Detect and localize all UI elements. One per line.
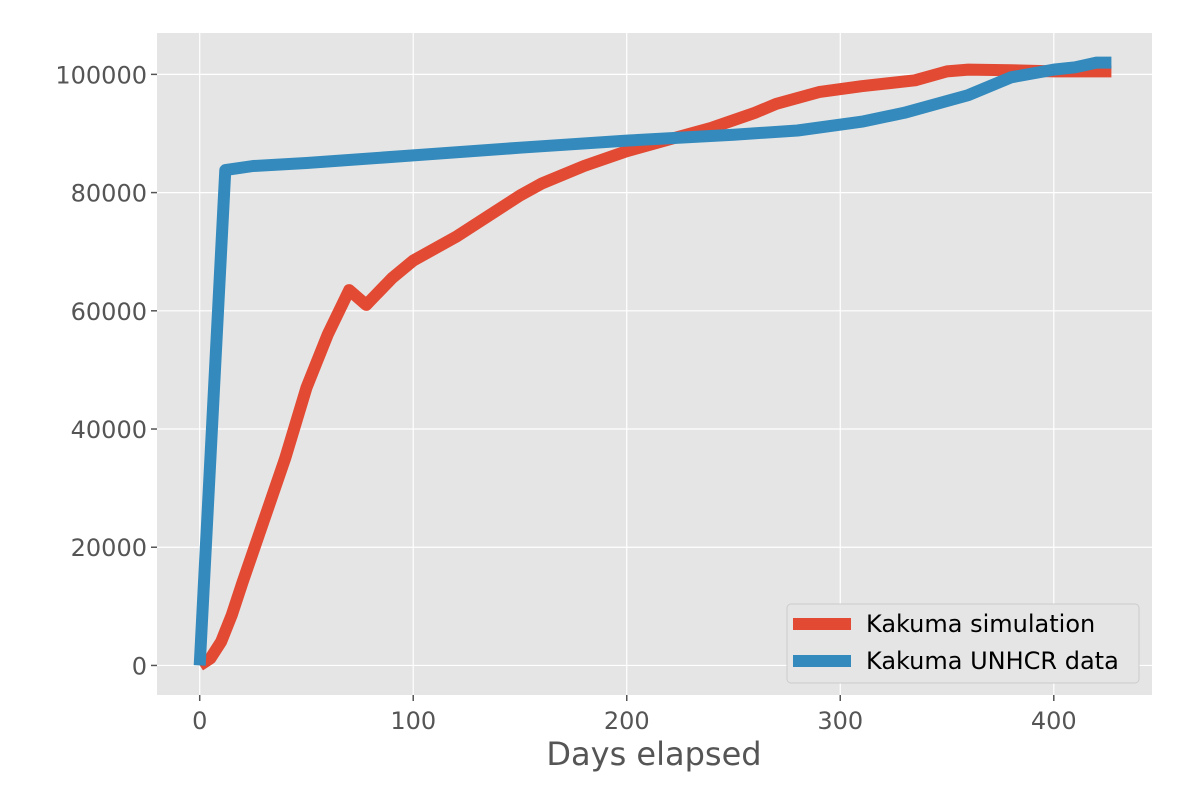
y-tick-label: 100000 xyxy=(55,61,147,89)
x-tick-label: 400 xyxy=(1031,707,1077,735)
x-tick-label: 0 xyxy=(192,707,207,735)
x-axis-label: Days elapsed xyxy=(546,735,761,773)
y-tick-label: 20000 xyxy=(71,534,147,562)
x-tick-labels: 0 100 200 300 400 xyxy=(192,695,1077,735)
x-tick-label: 300 xyxy=(817,707,863,735)
series-group xyxy=(193,56,1112,671)
series-line-2 xyxy=(193,56,1112,666)
x-tick-label: 200 xyxy=(604,707,650,735)
legend-label: Kakuma simulation xyxy=(866,610,1095,638)
plot-area-background xyxy=(157,33,1152,695)
y-tick-label: 60000 xyxy=(71,298,147,326)
y-tick-label: 80000 xyxy=(71,180,147,208)
legend-box xyxy=(786,603,1140,684)
y-tick-labels: 0 20000 40000 60000 80000 100000 xyxy=(55,61,157,680)
legend-label: Kakuma UNHCR data xyxy=(866,647,1119,675)
x-tick-label: 100 xyxy=(390,707,436,735)
legend: Kakuma simulation Kakuma UNHCR data xyxy=(786,603,1140,684)
series-line-1 xyxy=(196,63,1112,671)
y-tick-label: 40000 xyxy=(71,416,147,444)
y-tick-label: 0 xyxy=(132,652,147,680)
